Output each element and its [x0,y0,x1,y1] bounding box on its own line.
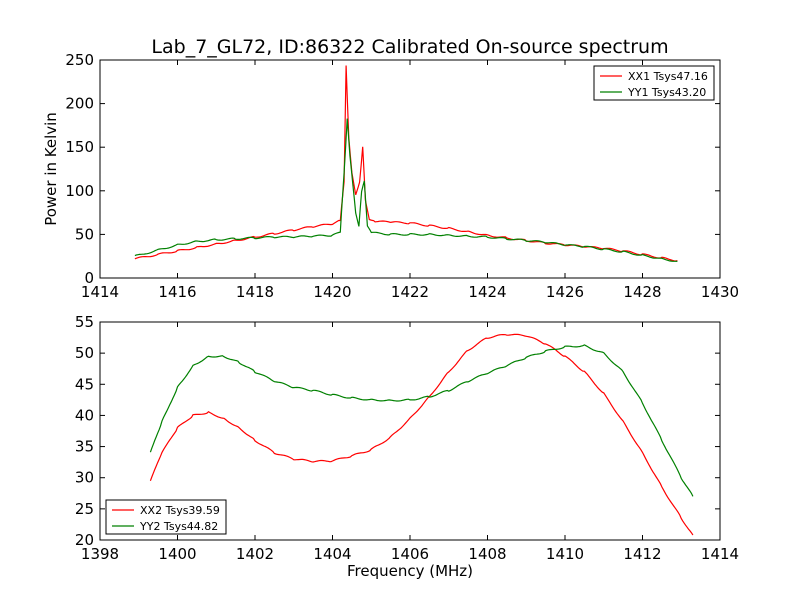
legend: XX2 Tsys39.59 YY2 Tsys44.82 [105,499,227,535]
plot-2: 1398 1400 1402 1404 1406 1408 1410 1412 1414 20 25… [75,313,739,580]
series-line-2 [149,344,694,497]
x-tick-label: 1412 [623,545,661,563]
x-tick-label: 1406 [391,545,429,563]
x-tick-label: 1416 [158,283,196,301]
x-tick-label: 1402 [236,545,274,563]
x-tick-label: 1420 [313,283,351,301]
x-tick-label: 1428 [623,283,661,301]
series-line-1 [134,65,678,262]
x-tick-label: 1430 [701,283,739,301]
legend-label: XX1 Tsys47.16 [628,70,708,83]
y-tick-label: 150 [65,138,94,156]
series-line-2 [134,118,678,262]
y-tick-label: 0 [84,269,94,287]
y-tick-label: 200 [65,95,94,113]
legend-label: XX2 Tsys39.59 [140,504,220,517]
legend-box [593,65,715,101]
y-tick-label: 35 [75,438,94,456]
y-tick-label: 250 [65,51,94,69]
plot-1: 1414 1416 1418 1420 1422 1424 1426 1428 1430 0 50 1… [42,51,739,301]
series-line-1 [149,333,694,536]
legend: XX1 Tsys47.16 YY1 Tsys43.20 [593,65,715,101]
x-tick-label: 1400 [158,545,196,563]
legend-label: YY2 Tsys44.82 [139,520,218,533]
legend-label: YY1 Tsys43.20 [627,86,706,99]
y-tick-label: 100 [65,182,94,200]
x-tick-label: 1414 [81,283,119,301]
x-tick-label: 1424 [468,283,506,301]
x-tick-label: 1408 [468,545,506,563]
x-tick-label: 1426 [546,283,584,301]
y-tick-label: 20 [75,531,94,549]
y-tick-label: 25 [75,500,94,518]
y-tick-label: 30 [75,469,94,487]
y-tick-label: 50 [75,225,94,243]
x-tick-label: 1422 [391,283,429,301]
legend-box [105,499,227,535]
y-tick-label: 50 [75,344,94,362]
x-tick-label: 1404 [313,545,351,563]
x-tick-label: 1398 [81,545,119,563]
figure-title: Lab_7_GL72, ID:86322 Calibrated On-sourc… [151,36,668,58]
x-tick-label: 1418 [236,283,274,301]
y-tick-label: 55 [75,313,94,331]
x-tick-label: 1410 [546,545,584,563]
x-axis-label: Frequency (MHz) [347,562,473,580]
y-tick-label: 40 [75,406,94,424]
x-tick-label: 1414 [701,545,739,563]
y-axis-label: Power in Kelvin [42,112,60,226]
y-tick-label: 45 [75,375,94,393]
